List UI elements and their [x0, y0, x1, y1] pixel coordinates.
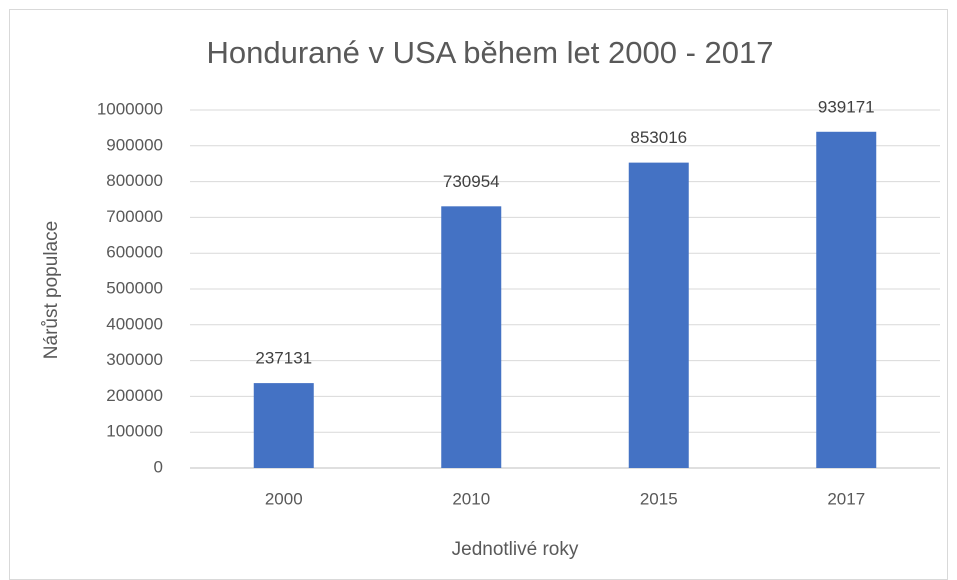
- data-label: 853016: [630, 128, 687, 147]
- data-label: 939171: [818, 97, 875, 116]
- y-tick-label: 600000: [106, 243, 163, 262]
- bar: [628, 162, 689, 468]
- x-axis-title: Jednotlivé roky: [452, 539, 579, 560]
- x-tick-label: 2015: [640, 489, 678, 508]
- y-tick-label: 200000: [106, 386, 163, 405]
- y-tick-label: 300000: [106, 350, 163, 369]
- x-tick-label: 2010: [452, 489, 490, 508]
- data-label: 237131: [255, 349, 312, 368]
- bar: [816, 131, 877, 468]
- y-tick-label: 0: [154, 457, 163, 476]
- x-tick-label: 2000: [265, 489, 303, 508]
- bar: [253, 383, 314, 468]
- chart-title: Hondurané v USA během let 2000 - 2017: [207, 35, 774, 70]
- x-tick-label: 2017: [827, 489, 865, 508]
- bar: [441, 206, 502, 468]
- y-axis-title: Nárůst populace: [41, 221, 62, 359]
- y-tick-label: 900000: [106, 135, 163, 154]
- y-tick-label: 1000000: [97, 99, 163, 118]
- y-tick-label: 700000: [106, 207, 163, 226]
- data-label: 730954: [443, 172, 500, 191]
- y-tick-label: 100000: [106, 422, 163, 441]
- y-tick-label: 500000: [106, 278, 163, 297]
- y-tick-label: 400000: [106, 314, 163, 333]
- y-tick-label: 800000: [106, 171, 163, 190]
